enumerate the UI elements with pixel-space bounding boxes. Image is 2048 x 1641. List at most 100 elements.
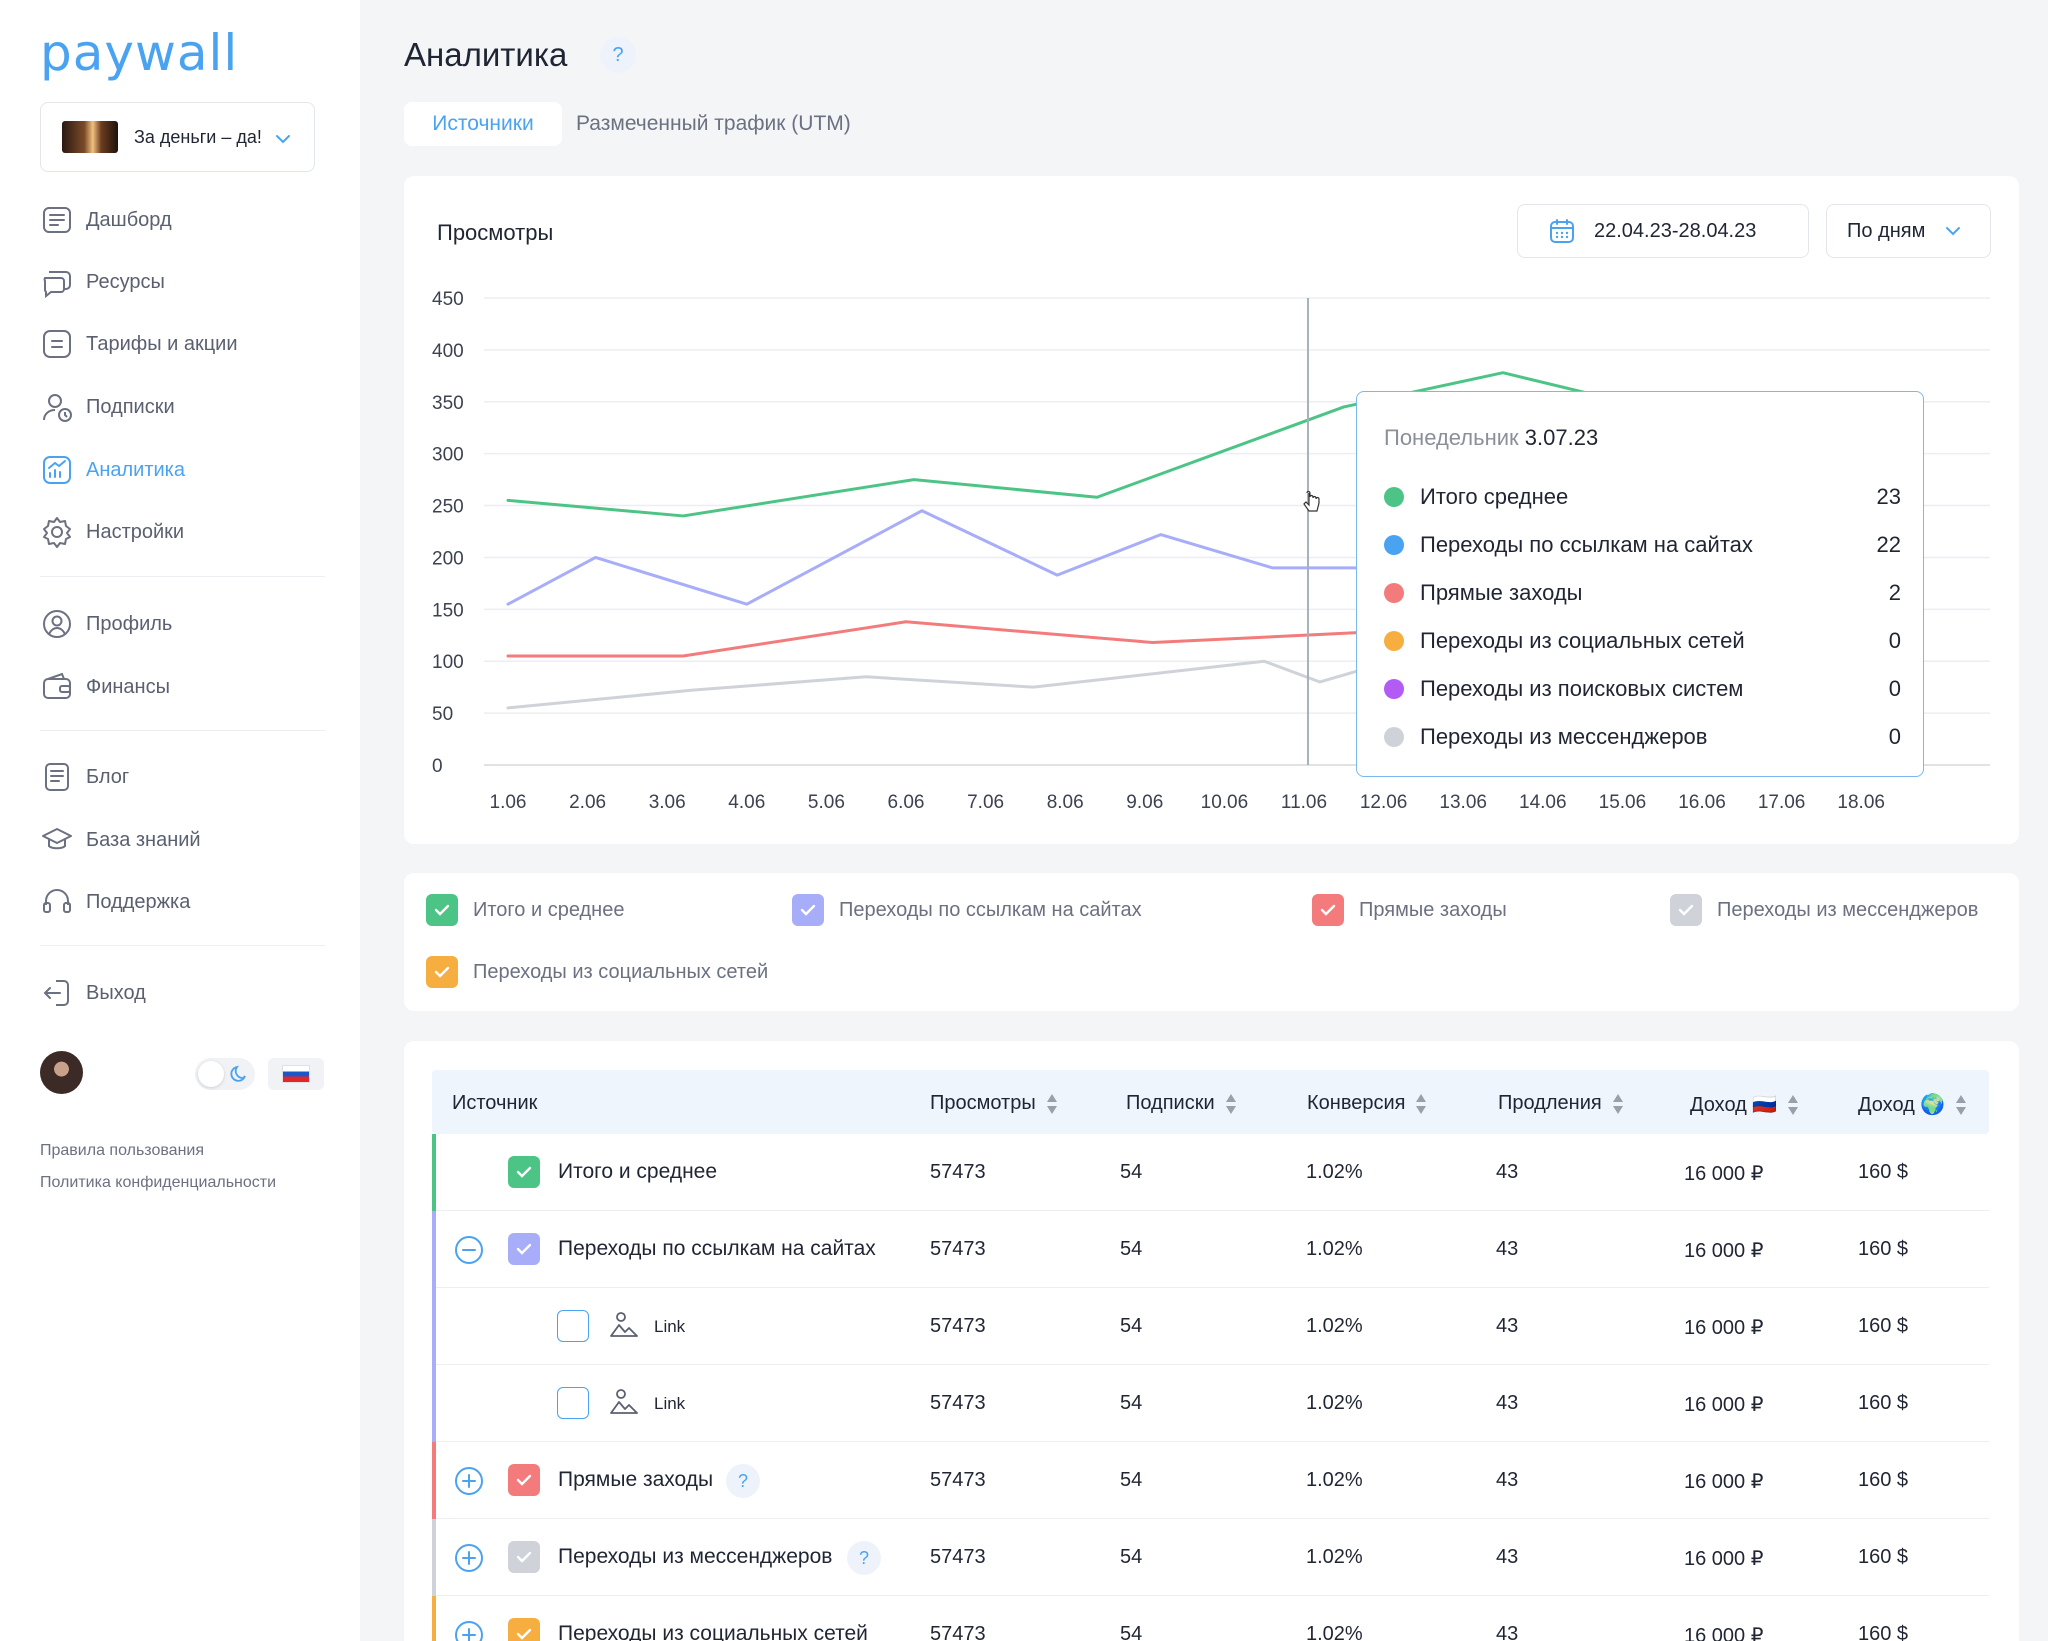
column-header-income-rub[interactable]: Доход 🇷🇺 xyxy=(1690,1092,1799,1117)
row-checkbox[interactable] xyxy=(557,1387,589,1419)
income-usd-cell: 160 $ xyxy=(1858,1315,1909,1337)
views-cell: 57473 xyxy=(930,1623,986,1641)
tooltip-row: Итого среднее 23 xyxy=(1384,482,1901,512)
date-range-picker[interactable]: 22.04.23-28.04.23 xyxy=(1517,204,1809,258)
renewals-cell: 43 xyxy=(1496,1623,1519,1641)
subscriptions-cell: 54 xyxy=(1120,1623,1143,1641)
link-name[interactable]: Link xyxy=(654,1317,686,1336)
tooltip-row-value: 0 xyxy=(1888,676,1901,701)
check-icon xyxy=(434,966,450,978)
nav-label: Профиль xyxy=(86,612,173,635)
period-value: По дням xyxy=(1847,219,1926,242)
conversion-cell: 1.02% xyxy=(1306,1469,1363,1491)
column-header-conversion[interactable]: Конверсия xyxy=(1307,1092,1427,1115)
theme-toggle[interactable] xyxy=(195,1058,255,1090)
row-checkbox[interactable] xyxy=(557,1310,589,1342)
income-rub-cell: 16 000 ₽ xyxy=(1684,1625,1764,1641)
document-icon xyxy=(45,763,69,791)
legend-card: Итого и среднее Переходы по ссылкам на с… xyxy=(404,873,2019,1011)
link-name[interactable]: Link xyxy=(654,1394,686,1413)
expand-icon[interactable] xyxy=(454,1620,484,1641)
column-header-subscriptions[interactable]: Подписки xyxy=(1126,1092,1237,1115)
tab-sources[interactable]: Источники xyxy=(404,102,562,146)
source-name: Переходы из мессенджеров xyxy=(558,1545,833,1568)
checkbox-checked[interactable] xyxy=(1312,894,1344,926)
tooltip-title: Понедельник 3.07.23 xyxy=(1384,425,1598,451)
nav-item-profile[interactable]: Профиль xyxy=(40,604,172,644)
expand-icon[interactable] xyxy=(454,1543,484,1573)
column-header-income-world[interactable]: Доход 🌍 xyxy=(1858,1092,1967,1117)
period-select[interactable]: По дням xyxy=(1826,204,1991,258)
table-row[interactable]: Link 57473 54 1.02% 43 16 000 ₽ 160 $ xyxy=(432,1288,1989,1365)
column-header-label: Доход 🌍 xyxy=(1858,1094,1946,1116)
tab-utm[interactable]: Размеченный трафик (UTM) xyxy=(576,112,851,135)
headset-icon xyxy=(43,889,71,913)
renewals-cell: 43 xyxy=(1496,1161,1519,1183)
row-checkbox[interactable] xyxy=(508,1541,540,1573)
nav-item-dashboard[interactable]: Дашборд xyxy=(40,200,172,240)
nav-item-knowledge-base[interactable]: База знаний xyxy=(40,820,201,860)
views-cell: 57473 xyxy=(930,1546,986,1568)
help-icon[interactable]: ? xyxy=(726,1464,760,1498)
table-row[interactable]: Переходы из мессенджеров ? 57473 54 1.02… xyxy=(432,1519,1989,1596)
checkbox-checked[interactable] xyxy=(1670,894,1702,926)
subscriptions-cell: 54 xyxy=(1120,1238,1143,1260)
views-cell: 57473 xyxy=(930,1315,986,1337)
terms-link[interactable]: Правила пользования xyxy=(40,1142,205,1159)
nav-item-subscriptions[interactable]: Подписки xyxy=(40,387,175,427)
table-row[interactable]: Переходы по ссылкам на сайтах 57473 54 1… xyxy=(432,1211,1989,1288)
table-row[interactable]: Переходы из социальных сетей 57473 54 1.… xyxy=(432,1596,1989,1641)
avatar[interactable] xyxy=(40,1051,83,1094)
nav-item-tariffs[interactable]: Тарифы и акции xyxy=(40,324,238,364)
tooltip-row-value: 23 xyxy=(1876,484,1901,509)
row-checkbox[interactable] xyxy=(508,1156,540,1188)
nav-item-resources[interactable]: Ресурсы xyxy=(40,262,165,302)
help-icon[interactable]: ? xyxy=(600,37,636,73)
series-dot xyxy=(1384,535,1404,555)
row-checkbox[interactable] xyxy=(508,1233,540,1265)
tooltip-row-label: Переходы из мессенджеров xyxy=(1420,724,1708,749)
check-icon xyxy=(1678,904,1694,916)
checkbox-checked[interactable] xyxy=(426,956,458,988)
project-name: За деньги – да! xyxy=(134,126,262,147)
tooltip-row: Переходы по ссылкам на сайтах 22 xyxy=(1384,530,1901,560)
nav-item-settings[interactable]: Настройки xyxy=(40,512,184,552)
column-header-source: Источник xyxy=(452,1092,537,1115)
check-icon xyxy=(800,904,816,916)
tooltip-row: Переходы из мессенджеров 0 xyxy=(1384,722,1901,752)
expand-icon[interactable] xyxy=(454,1466,484,1496)
table-row[interactable]: Прямые заходы ? 57473 54 1.02% 43 16 000… xyxy=(432,1442,1989,1519)
income-rub-cell: 16 000 ₽ xyxy=(1684,1548,1764,1570)
nav-item-finances[interactable]: Финансы xyxy=(40,667,170,707)
tooltip-date: 3.07.23 xyxy=(1524,425,1599,450)
checkbox-checked[interactable] xyxy=(426,894,458,926)
privacy-link[interactable]: Политика конфиденциальности xyxy=(40,1174,277,1191)
legend-item-direct[interactable]: Прямые заходы xyxy=(1312,894,1507,926)
renewals-cell: 43 xyxy=(1496,1315,1519,1337)
table-row[interactable]: Link 57473 54 1.02% 43 16 000 ₽ 160 $ xyxy=(432,1365,1989,1442)
row-color-bar xyxy=(432,1288,436,1365)
nav-divider xyxy=(40,730,325,731)
help-icon[interactable]: ? xyxy=(847,1541,881,1575)
legend-item-social[interactable]: Переходы из социальных сетей xyxy=(426,956,768,988)
column-header-views[interactable]: Просмотры xyxy=(930,1092,1058,1115)
nav-item-support[interactable]: Поддержка xyxy=(40,882,190,922)
row-checkbox[interactable] xyxy=(508,1464,540,1496)
legend-item-messengers[interactable]: Переходы из мессенджеров xyxy=(1670,894,1978,926)
chevron-down-icon xyxy=(276,135,290,144)
sidebar: paywall За деньги – да! Дашборд Ресурсы … xyxy=(0,0,360,1641)
nav-item-analytics[interactable]: Аналитика xyxy=(40,450,185,490)
checkbox-checked[interactable] xyxy=(792,894,824,926)
nav-item-logout[interactable]: Выход xyxy=(40,973,146,1013)
column-header-renewals[interactable]: Продления xyxy=(1498,1092,1624,1115)
language-selector[interactable] xyxy=(268,1058,324,1090)
nav-item-blog[interactable]: Блог xyxy=(40,757,129,797)
legend-item-total[interactable]: Итого и среднее xyxy=(426,894,624,926)
paywall-logo[interactable]: paywall xyxy=(40,24,239,82)
table-row[interactable]: Итого и среднее 57473 54 1.02% 43 16 000… xyxy=(432,1134,1989,1211)
row-checkbox[interactable] xyxy=(508,1618,540,1641)
sort-icon xyxy=(1956,1094,1967,1115)
collapse-icon[interactable] xyxy=(454,1235,484,1265)
legend-item-links[interactable]: Переходы по ссылкам на сайтах xyxy=(792,894,1142,926)
project-selector[interactable]: За деньги – да! xyxy=(40,102,315,172)
